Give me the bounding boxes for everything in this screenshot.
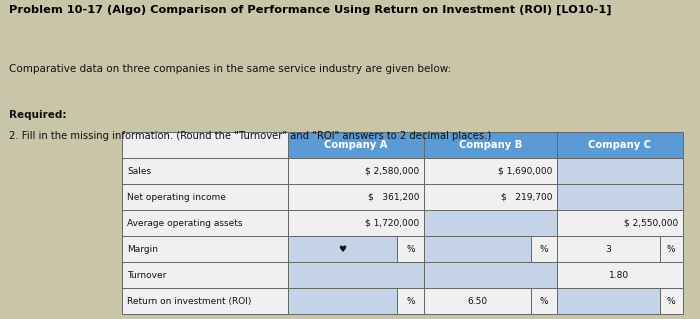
Text: 1.80: 1.80 <box>610 271 629 280</box>
Bar <box>288 158 424 184</box>
Bar <box>556 262 682 288</box>
Bar <box>531 288 556 314</box>
Bar <box>288 288 397 314</box>
Bar <box>556 210 682 236</box>
Bar <box>556 132 682 158</box>
Bar <box>424 262 556 288</box>
Text: Problem 10-17 (Algo) Comparison of Performance Using Return on Investment (ROI) : Problem 10-17 (Algo) Comparison of Perfo… <box>9 5 612 15</box>
Text: $ 1,720,000: $ 1,720,000 <box>365 219 419 228</box>
Bar <box>122 288 288 314</box>
Text: Net operating income: Net operating income <box>127 193 226 202</box>
Text: $   361,200: $ 361,200 <box>368 193 419 202</box>
Bar <box>288 184 424 210</box>
Bar <box>556 236 660 262</box>
Text: %: % <box>406 297 414 306</box>
Text: %: % <box>540 245 548 254</box>
Text: %: % <box>667 297 676 306</box>
Bar <box>122 184 288 210</box>
Bar <box>122 132 288 158</box>
Bar <box>288 132 424 158</box>
Text: Average operating assets: Average operating assets <box>127 219 242 228</box>
Bar <box>556 158 682 184</box>
Text: $ 2,550,000: $ 2,550,000 <box>624 219 678 228</box>
Text: Return on investment (ROI): Return on investment (ROI) <box>127 297 251 306</box>
Bar <box>424 132 556 158</box>
Text: Sales: Sales <box>127 167 151 176</box>
Text: 2. Fill in the missing information. (Round the "Turnover" and "ROI" answers to 2: 2. Fill in the missing information. (Rou… <box>9 131 491 141</box>
Text: Margin: Margin <box>127 245 158 254</box>
Bar <box>122 158 288 184</box>
Text: Company A: Company A <box>324 140 388 150</box>
Text: Company B: Company B <box>458 140 522 150</box>
Bar <box>122 262 288 288</box>
Text: ♥: ♥ <box>338 245 346 254</box>
Text: Comparative data on three companies in the same service industry are given below: Comparative data on three companies in t… <box>9 64 452 74</box>
Text: %: % <box>540 297 548 306</box>
Text: $ 2,580,000: $ 2,580,000 <box>365 167 419 176</box>
Bar <box>424 288 531 314</box>
Bar <box>556 184 682 210</box>
Text: $ 1,690,000: $ 1,690,000 <box>498 167 552 176</box>
Text: 6.50: 6.50 <box>468 297 488 306</box>
Bar <box>288 210 424 236</box>
Bar <box>424 184 556 210</box>
Text: Company C: Company C <box>588 140 651 150</box>
Text: Turnover: Turnover <box>127 271 167 280</box>
Bar <box>288 262 424 288</box>
Text: Required:: Required: <box>9 110 66 120</box>
Text: $   219,700: $ 219,700 <box>500 193 552 202</box>
Bar <box>122 236 288 262</box>
Bar <box>288 236 397 262</box>
Text: 3: 3 <box>606 245 611 254</box>
Text: %: % <box>667 245 676 254</box>
Text: %: % <box>406 245 414 254</box>
Bar <box>397 236 424 262</box>
Bar <box>556 288 660 314</box>
Bar <box>122 210 288 236</box>
Bar <box>424 236 531 262</box>
Bar <box>531 236 556 262</box>
Bar <box>397 288 424 314</box>
Bar <box>424 210 556 236</box>
Bar <box>660 288 682 314</box>
Bar <box>424 158 556 184</box>
Bar <box>660 236 682 262</box>
